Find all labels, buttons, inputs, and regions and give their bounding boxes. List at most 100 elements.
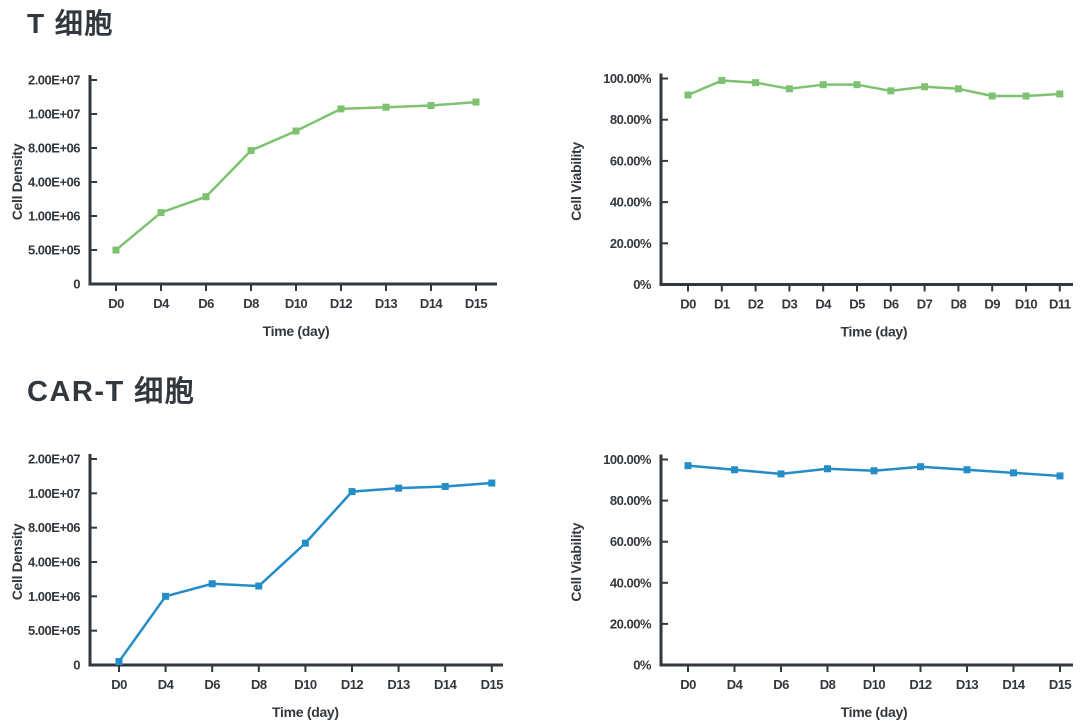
x-tick-label: D4 [158,677,175,692]
x-tick-label: D15 [465,296,488,311]
x-tick-label: D4 [727,677,744,692]
y-tick-label: 40.00% [610,575,652,590]
x-tick-label: D7 [917,297,933,312]
data-point-marker [752,79,760,87]
x-tick-label: D9 [984,297,1000,312]
data-point-marker [870,467,878,475]
data-point-marker [1010,469,1017,477]
x-tick-label: D12 [330,296,353,311]
y-tick-label: 1.00E+07 [28,107,80,122]
x-tick-label: D8 [820,677,836,692]
x-tick-label: D0 [680,297,696,312]
x-tick-label: D10 [863,677,886,692]
data-point-marker [112,246,120,254]
x-tick-label: D12 [341,677,364,692]
x-tick-label: D15 [481,677,504,692]
y-tick-label: 1.00E+06 [28,209,80,224]
data-point-marker [988,92,996,100]
data-point-marker [887,87,895,95]
y-tick-label: 1.00E+06 [28,589,80,604]
x-tick-label: D1 [714,297,730,312]
data-point-marker [255,582,263,590]
x-tick-label: D0 [680,677,696,692]
x-tick-label: D4 [153,296,170,311]
x-tick-label: D10 [294,677,317,692]
car-t-viability-chart: 0% 20.00% 40.00% 60.00% 80.00% 100.00% D0 D4 D6 D… [568,452,1073,720]
x-tick-label: D8 [951,297,967,312]
x-tick-label: D4 [815,297,832,312]
y-tick-label: 80.00% [610,493,652,508]
data-point-marker [202,193,210,201]
y-tick-label: 2.00E+07 [28,73,80,88]
y-tick-label: 20.00% [610,616,652,631]
y-axis-title: Cell Density [9,143,25,220]
data-point-marker [427,102,435,109]
x-tick-label: D10 [285,296,308,311]
y-tick-label: 5.00E+05 [28,623,80,638]
y-axis-title: Cell Viability [568,522,584,601]
data-point-marker [157,209,165,217]
data-point-marker [718,77,726,85]
x-tick-label: D3 [782,297,798,312]
x-tick-label: D14 [434,677,458,692]
y-tick-label: 8.00E+06 [28,141,80,156]
data-point-marker [824,465,831,473]
x-axis-title: Time (day) [263,323,330,339]
y-tick-label: 1.00E+07 [28,486,80,501]
y-tick-label: 60.00% [610,153,652,168]
x-tick-label: D6 [204,677,220,692]
data-point-marker [247,147,255,155]
section-title-car-t-cell: CAR-T 细胞 [27,376,196,408]
x-tick-label: D6 [883,297,899,312]
data-point-marker [785,85,793,93]
data-point-marker [921,83,929,91]
x-tick-label: D6 [773,677,789,692]
data-point-marker [162,592,170,600]
data-point-marker [348,488,356,496]
series-line [117,481,492,663]
data-point-marker [395,484,403,492]
series-line [115,100,477,251]
y-axis-title: Cell Viability [568,142,584,221]
x-tick-label: D13 [387,677,410,692]
data-point-marker [441,482,449,490]
x-tick-label: D14 [420,296,444,311]
y-tick-label: 2.00E+07 [28,452,80,467]
data-point-marker [337,105,345,113]
t-cell-viability-chart: 0% 20.00% 40.00% 60.00% 80.00% 100.00% D0 D1 D2 D… [568,71,1073,340]
t-cell-density-chart: 0 5.00E+05 1.00E+06 4.00E+06 8.00E+06 1.00E+0… [9,73,497,339]
data-point-marker [208,580,216,588]
data-point-marker [684,462,692,470]
y-tick-label: 100.00% [603,71,652,86]
data-point-marker [777,470,785,478]
data-point-marker [1022,92,1030,100]
data-point-marker [382,103,390,111]
x-axis-title: Time (day) [272,704,339,720]
x-axis-title: Time (day) [841,324,908,340]
x-tick-label: D12 [909,677,932,692]
y-tick-label: 0% [633,277,652,292]
x-tick-label: D14 [1002,677,1026,692]
x-tick-label: D6 [198,296,214,311]
x-tick-label: D13 [375,296,398,311]
data-point-marker [488,479,496,487]
data-point-marker [1056,90,1064,98]
data-point-marker [472,98,480,106]
data-point-marker [301,539,309,547]
x-tick-label: D10 [1015,297,1038,312]
y-tick-label: 100.00% [603,452,652,467]
y-tick-label: 4.00E+06 [28,175,80,190]
data-point-marker [684,91,692,99]
x-tick-label: D8 [243,296,259,311]
data-point-marker [292,127,300,135]
y-tick-label: 80.00% [610,112,652,127]
data-point-marker [954,85,962,93]
y-tick-label: 4.00E+06 [28,555,80,570]
x-axis-title: Time (day) [841,704,908,720]
data-point-marker [963,466,971,474]
section-title-t-cell: T 细胞 [27,8,114,39]
y-tick-label: 0 [73,658,80,673]
y-tick-label: 0 [73,277,80,292]
y-tick-label: 8.00E+06 [28,520,80,535]
